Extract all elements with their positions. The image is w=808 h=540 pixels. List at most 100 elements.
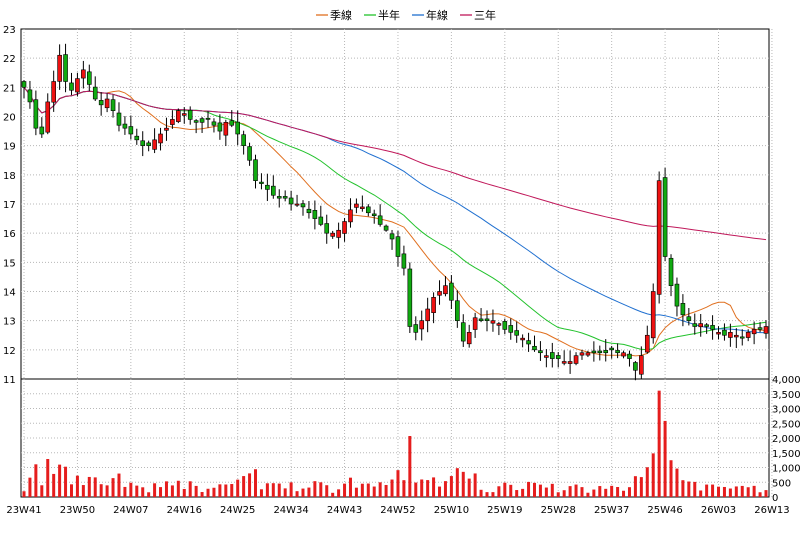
volume-bar-47 — [301, 488, 305, 497]
candle-body-49 — [312, 210, 318, 219]
price-tick-8: 19 — [3, 142, 16, 153]
candle-body-96 — [591, 350, 597, 354]
volume-bar-97 — [598, 486, 602, 497]
volume-bar-6 — [58, 464, 62, 497]
candle-body-36 — [235, 121, 240, 135]
candle-body-107 — [656, 180, 662, 295]
volume-bar-101 — [622, 490, 626, 497]
candle-body-9 — [75, 78, 80, 93]
candle-body-62 — [389, 233, 395, 240]
volume-bar-45 — [289, 482, 293, 497]
volume-bar-106 — [651, 453, 655, 497]
price-tick-0: 11 — [3, 375, 16, 386]
candle-body-65 — [407, 268, 413, 327]
candle-body-99 — [609, 347, 614, 351]
volume-bar-65 — [408, 436, 412, 497]
volume-bar-58 — [366, 483, 370, 497]
candle-body-90 — [555, 355, 561, 359]
volume-bar-51 — [325, 485, 329, 497]
volume-bar-60 — [378, 482, 382, 497]
candle-body-101 — [621, 352, 626, 357]
volume-bar-86 — [532, 482, 536, 497]
x-tick-12: 25W46 — [647, 505, 682, 516]
price-tick-11: 22 — [3, 54, 16, 65]
candle-body-56 — [354, 203, 359, 208]
candle-body-93 — [573, 355, 579, 364]
volume-bar-39 — [254, 469, 258, 497]
volume-bar-94 — [580, 487, 584, 497]
volume-bar-16 — [117, 473, 121, 497]
candle-body-60 — [377, 215, 383, 225]
volume-bar-83 — [515, 490, 519, 497]
volume-bar-8 — [69, 484, 73, 497]
candle-body-85 — [526, 340, 531, 345]
volume-bar-33 — [218, 484, 222, 497]
candle-body-71 — [443, 285, 448, 295]
candle-body-3 — [39, 126, 45, 135]
candle-body-110 — [674, 283, 680, 307]
price-tick-10: 21 — [3, 83, 16, 94]
volume-bar-24 — [164, 481, 168, 497]
volume-bar-96 — [592, 489, 596, 497]
candle-body-53 — [336, 229, 341, 238]
price-tick-5: 16 — [3, 229, 16, 240]
candle-body-118 — [722, 329, 727, 336]
volume-bar-18 — [129, 482, 133, 497]
volume-bar-109 — [669, 460, 673, 497]
x-tick-3: 24W16 — [167, 505, 202, 516]
candle-body-0 — [21, 81, 27, 88]
candle-body-35 — [229, 120, 235, 126]
volume-bar-4 — [46, 459, 50, 497]
candle-body-108 — [662, 177, 668, 257]
volume-bar-62 — [390, 479, 394, 497]
ma-line-3 — [23, 86, 767, 241]
candle-body-32 — [211, 121, 217, 126]
candle-body-50 — [318, 216, 324, 225]
volume-bar-56 — [354, 487, 358, 497]
volume-tick-3: 1,500 — [772, 449, 801, 460]
volume-bar-46 — [295, 491, 299, 497]
volume-panel — [20, 378, 770, 498]
volume-bar-124 — [758, 492, 762, 497]
candle-body-70 — [437, 291, 442, 296]
x-tick-9: 25W19 — [487, 505, 522, 516]
candle-body-84 — [520, 337, 525, 341]
volume-bar-118 — [722, 486, 726, 497]
candle-body-106 — [650, 291, 656, 339]
volume-bar-20 — [141, 487, 145, 497]
candle-body-24 — [164, 127, 169, 131]
candle-body-29 — [193, 120, 199, 123]
candle-body-15 — [110, 99, 116, 111]
candle-body-10 — [81, 69, 86, 79]
candle-body-123 — [751, 329, 757, 335]
candle-body-73 — [455, 300, 460, 321]
candle-body-48 — [306, 208, 312, 214]
volume-bar-107 — [657, 390, 661, 497]
candle-body-125 — [763, 326, 769, 334]
volume-bar-19 — [135, 485, 139, 497]
x-tick-0: 23W41 — [6, 505, 41, 516]
volume-tick-4: 2,000 — [772, 434, 801, 445]
volume-tick-1: 500 — [772, 478, 791, 489]
candle-body-61 — [383, 225, 389, 231]
candle-body-77 — [478, 318, 484, 321]
volume-bar-28 — [188, 481, 192, 497]
volume-bar-52 — [331, 492, 335, 497]
candle-body-113 — [692, 323, 698, 327]
volume-bar-93 — [574, 484, 578, 497]
candle-body-58 — [365, 206, 371, 214]
volume-bar-11 — [87, 476, 91, 497]
candle-body-45 — [288, 197, 294, 205]
volume-bar-54 — [343, 483, 347, 497]
candle-body-46 — [294, 203, 300, 206]
volume-bar-79 — [491, 492, 495, 497]
volume-bar-99 — [610, 485, 614, 497]
volume-bar-76 — [473, 473, 477, 497]
candle-body-95 — [585, 352, 591, 356]
candle-body-66 — [413, 324, 419, 333]
volume-bar-84 — [521, 488, 525, 497]
volume-bar-66 — [414, 482, 418, 497]
candle-body-79 — [490, 320, 496, 324]
x-tick-5: 24W34 — [273, 505, 308, 516]
volume-bar-49 — [313, 481, 317, 497]
